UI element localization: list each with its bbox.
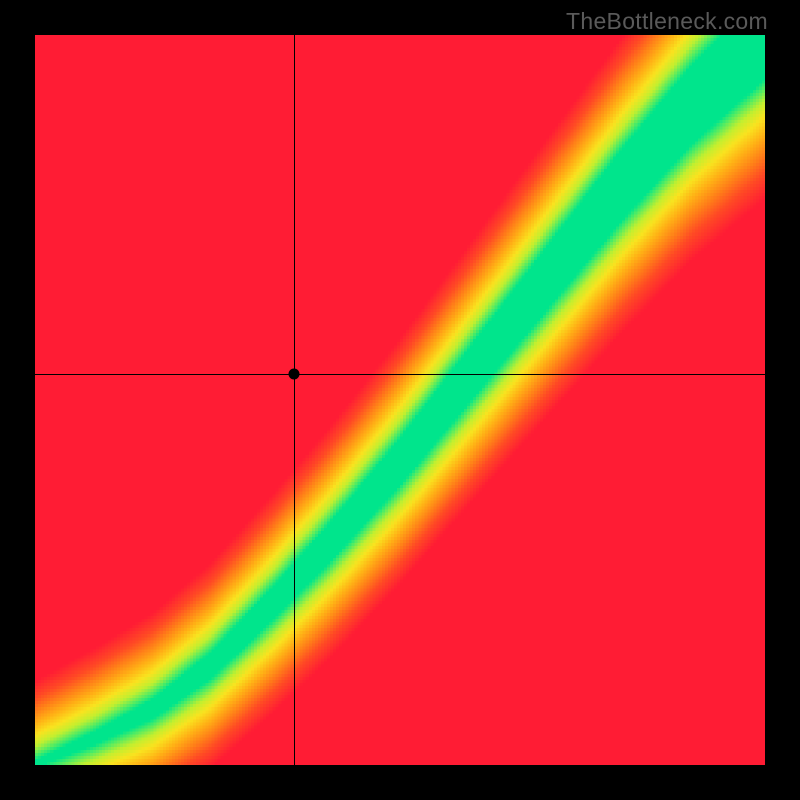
heatmap-plot-area xyxy=(35,35,765,765)
crosshair-selection-dot xyxy=(289,369,300,380)
bottleneck-heatmap xyxy=(35,35,765,765)
crosshair-horizontal-line xyxy=(35,374,765,375)
watermark-text: TheBottleneck.com xyxy=(566,8,768,35)
crosshair-vertical-line xyxy=(294,35,295,765)
